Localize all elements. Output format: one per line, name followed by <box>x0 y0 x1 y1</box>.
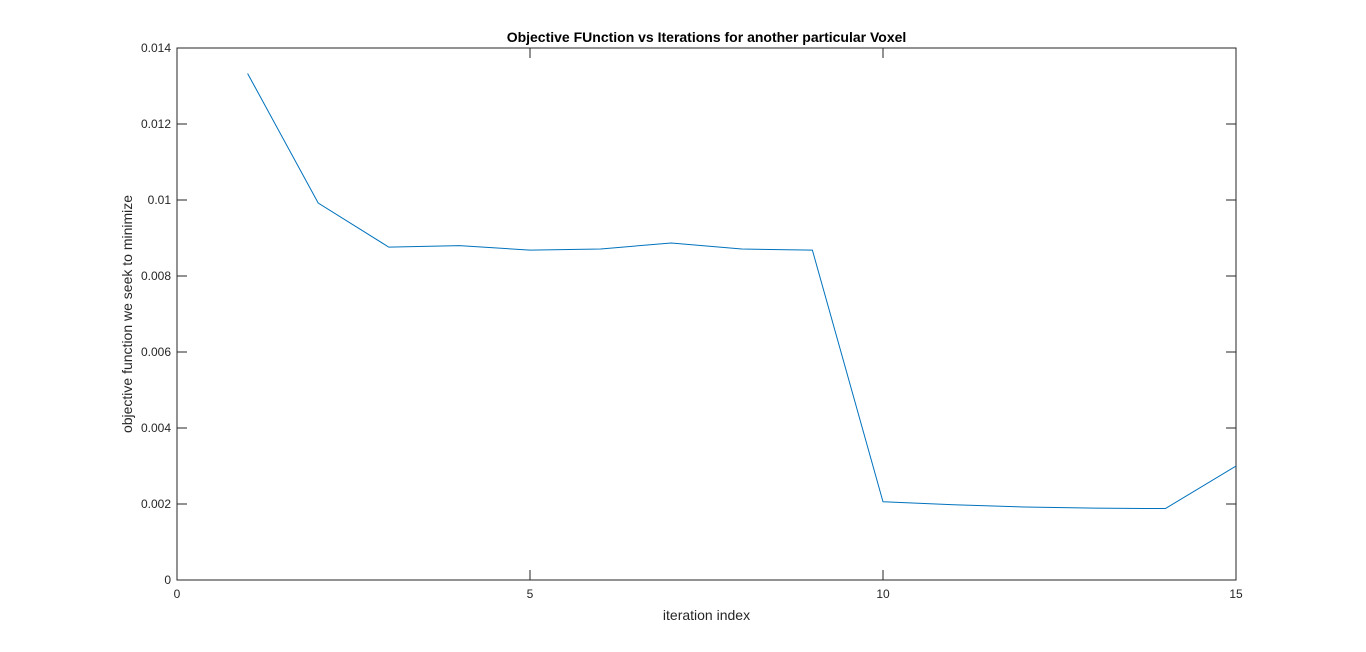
tick-layer <box>176 47 1237 581</box>
tick-label-layer: 0 5 10 15 0 0.002 0.004 0.006 0.008 0.01 0.012 0.01… <box>141 41 1243 601</box>
series-line-0 <box>247 73 1236 510</box>
x-tick-label: 15 <box>1229 587 1243 601</box>
y-tick-label: 0.004 <box>141 421 171 435</box>
y-tick-label: 0 <box>164 573 171 587</box>
x-axis-label: iteration index <box>663 607 750 623</box>
y-axis-label: objective function we seek to minimize <box>119 195 135 433</box>
chart-title: Objective FUnction vs Iterations for ano… <box>507 29 907 45</box>
x-tick-label: 5 <box>527 587 534 601</box>
y-tick-label: 0.006 <box>141 345 171 359</box>
plot-area <box>176 47 1237 581</box>
y-tick-label: 0.01 <box>148 193 172 207</box>
x-tick-label: 0 <box>174 587 181 601</box>
y-tick-label: 0.002 <box>141 497 171 511</box>
x-tick-label: 10 <box>876 587 890 601</box>
y-tick-label: 0.008 <box>141 269 171 283</box>
y-tick-label: 0.012 <box>141 117 171 131</box>
series-layer <box>247 73 1236 510</box>
y-tick-label: 0.014 <box>141 41 171 55</box>
